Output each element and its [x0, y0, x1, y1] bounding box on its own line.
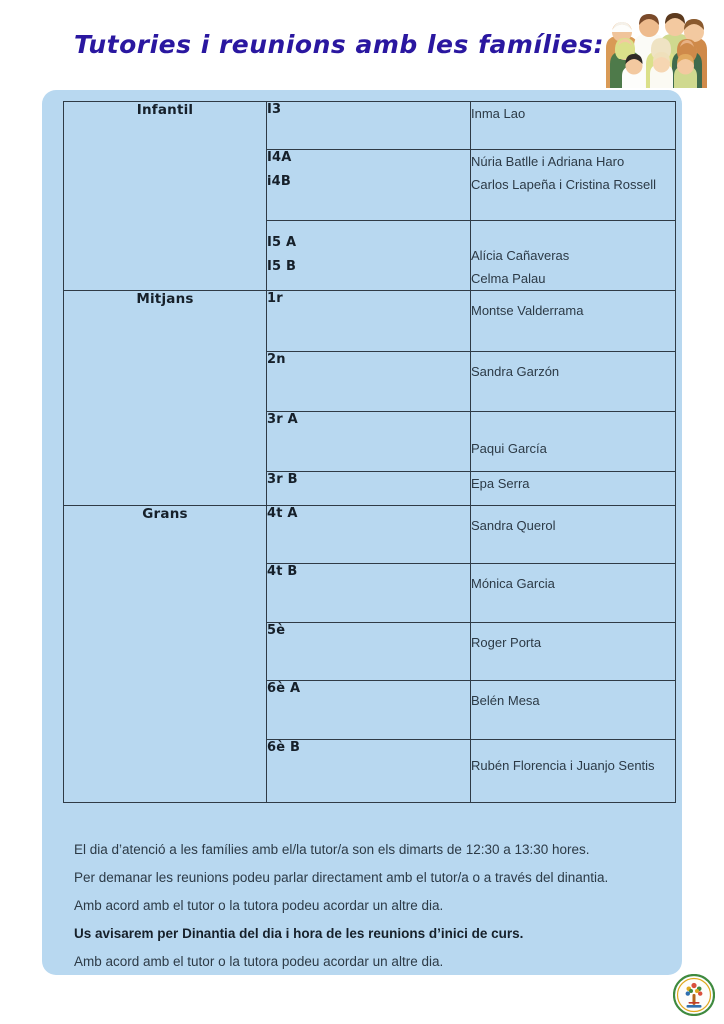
table-row: Grans 4t A Sandra Querol [63, 505, 676, 804]
table-row: Mitjans 1r Montse Valderrama [63, 290, 676, 507]
group-cell-3ra: 3r A [266, 411, 471, 473]
teacher-cell-2n: Sandra Garzón [470, 351, 676, 413]
table-row: 3r B Epa Serra [64, 471, 676, 507]
school-logo [673, 974, 715, 1016]
teacher-cell-5e: Roger Porta [470, 622, 676, 682]
teacher-name: Alícia Cañaveras [471, 248, 570, 263]
families-illustration [606, 13, 707, 88]
note-line-5: Amb acord amb el tutor o la tutora podeu… [74, 954, 444, 970]
tutors-table: Infantil I3 Inma Lao I4A i4B Núria Batll… [63, 100, 676, 804]
teacher-name: Epa Serra [471, 476, 530, 492]
group-label: I5 B [267, 259, 297, 274]
table-row: Infantil I3 Inma Lao [63, 100, 676, 292]
teacher-name: Inma Lao [471, 106, 526, 121]
group-cell-4tb: 4t B [266, 563, 471, 624]
group-cell-i5: I5 A I5 B [266, 219, 471, 292]
note-line-2: Per demanar les reunions podeu parlar di… [74, 870, 609, 886]
group-label: I5 A [267, 235, 297, 250]
teacher-name: Sandra Garzón [471, 364, 560, 380]
group-cell-6ea: 6è A [266, 680, 471, 741]
teacher-cell-4tb: Mónica Garcia [470, 563, 676, 624]
teacher-name: Celma Palau [471, 271, 546, 287]
teacher-name: Núria Batlle i Adriana Haro [471, 154, 625, 169]
teacher-cell-6ea: Belén Mesa [470, 680, 676, 741]
page-title: Tutories i reunions amb les famílies: [74, 30, 604, 59]
table-row: 2n Sandra Garzón [64, 351, 676, 413]
teacher-cell-i5: Alícia Cañaveras Celma Palau [470, 219, 676, 292]
note-line-1: El dia d’atenció a les famílies amb el/l… [74, 842, 590, 857]
stage-cell-mitjans: Mitjans [63, 290, 267, 507]
teacher-name: Sandra Querol [471, 518, 556, 534]
group-cell-2n: 2n [266, 351, 471, 413]
group-label: i4B [267, 174, 292, 189]
group-cell-i3: I3 [266, 101, 471, 150]
group-cell-5e: 5è [266, 622, 471, 682]
note-line-4-highlight: Us avisarem per Dinantia del dia i hora … [74, 926, 524, 942]
teacher-cell-1r: Montse Valderrama [470, 290, 676, 353]
table-row: 6è A Belén Mesa [64, 680, 676, 741]
group-label: I4A [267, 150, 292, 165]
teacher-cell-i3: Inma Lao [470, 101, 676, 150]
teacher-name: Mónica Garcia [471, 576, 555, 592]
teacher-name: Rubén Florencia i Juanjo Sentis [471, 758, 655, 774]
teacher-name: Carlos Lapeña i Cristina Rossell [471, 177, 656, 193]
table-row: 5è Roger Porta [64, 622, 676, 682]
stage-cell-grans: Grans [63, 505, 267, 804]
table-row: 6è B Rubén Florencia i Juanjo Sentis [64, 739, 676, 804]
table-row: I4A i4B Núria Batlle i Adriana Haro Carl… [64, 149, 676, 221]
group-cell-1r: 1r [266, 290, 471, 353]
stage-cell-infantil: Infantil [63, 100, 267, 292]
teacher-name: Montse Valderrama [471, 303, 584, 319]
teacher-name: Paqui García [471, 441, 547, 457]
teacher-cell-i4: Núria Batlle i Adriana Haro Carlos Lapeñ… [470, 149, 676, 221]
group-cell-3rb: 3r B [266, 471, 471, 507]
group-cell-4ta: 4t A [266, 505, 471, 565]
teacher-name: Belén Mesa [471, 693, 540, 709]
table-row: I5 A I5 B Alícia Cañaveras Celma Palau [64, 219, 676, 292]
teacher-cell-3ra: Paqui García [470, 411, 676, 473]
table-row: 3r A Paqui García [64, 411, 676, 473]
group-cell-6eb: 6è B [266, 739, 471, 804]
teacher-cell-3rb: Epa Serra [470, 471, 676, 507]
teacher-cell-4ta: Sandra Querol [470, 505, 676, 565]
notes-block: El dia d’atenció a les famílies amb el/l… [74, 836, 674, 976]
note-line-3: Amb acord amb el tutor o la tutora podeu… [74, 898, 444, 914]
teacher-name: Roger Porta [471, 635, 542, 651]
teacher-cell-6eb: Rubén Florencia i Juanjo Sentis [470, 739, 676, 804]
group-cell-i4: I4A i4B [266, 149, 471, 221]
table-row: 4t B Mónica Garcia [64, 563, 676, 624]
